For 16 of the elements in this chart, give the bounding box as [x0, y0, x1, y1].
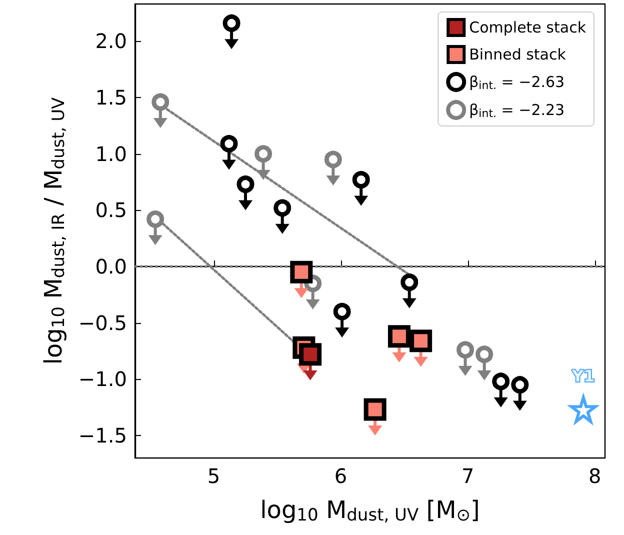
y-tick-label: 0.5: [95, 198, 127, 222]
legend-label: Binned stack: [469, 46, 566, 64]
x-tick-label: 7: [461, 464, 474, 488]
y-tick-label: 1.0: [95, 142, 127, 166]
x-tick-label: 6: [334, 464, 348, 488]
y-tick-label: 0.0: [95, 254, 127, 278]
x-tick-label: 8: [588, 464, 602, 488]
y-tick-label: 2.0: [95, 29, 127, 54]
x-tick-label: 5: [207, 464, 220, 488]
y-tick-label: 1.5: [95, 86, 127, 110]
legend-label: Complete stack: [469, 18, 586, 36]
y-tick-label: −1.5: [78, 423, 127, 448]
y-tick-label: −0.5: [78, 310, 127, 335]
series-label: Y1: [571, 366, 595, 386]
y-tick-label: −1.0: [78, 367, 127, 392]
y-axis-title: log10 Mdust, IR / Mdust, UV: [40, 96, 70, 365]
